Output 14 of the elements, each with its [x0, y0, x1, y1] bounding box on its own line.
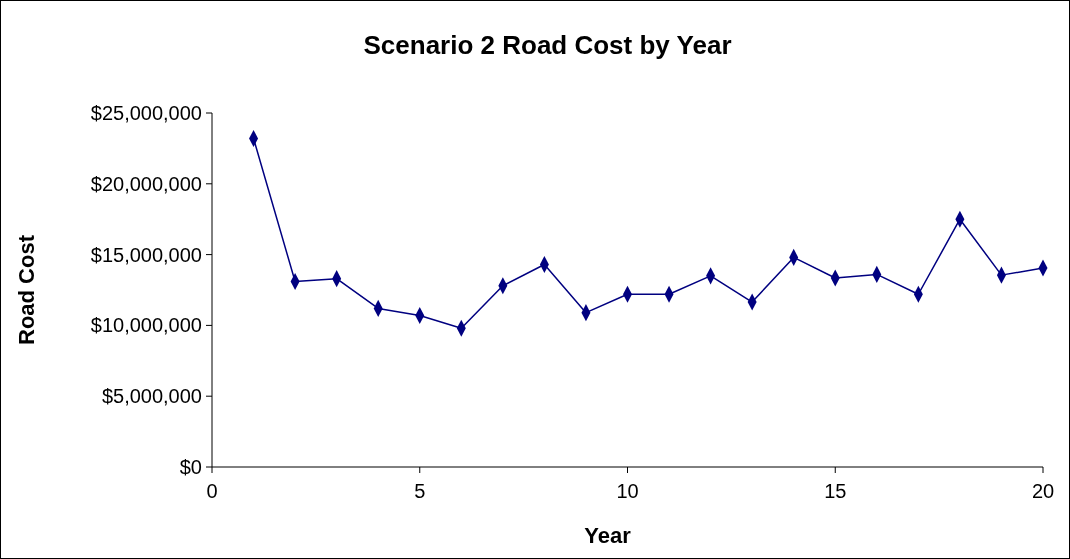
- x-tick-label: 0: [206, 480, 218, 502]
- x-tick-label: 15: [824, 480, 847, 502]
- x-tick-label: 20: [1031, 480, 1055, 502]
- y-tick-label: $15,000,000: [90, 243, 202, 266]
- y-tick-label: $0: [179, 456, 202, 478]
- x-axis-title: Year: [584, 523, 632, 548]
- x-tick-label: 10: [616, 480, 639, 502]
- y-tick-label: $25,000,000: [90, 102, 202, 124]
- x-tick-label: 5: [414, 480, 426, 502]
- chart-title: Scenario 2 Road Cost by Year: [363, 30, 732, 60]
- y-axis-title: Road Cost: [14, 234, 39, 345]
- y-tick-label: $10,000,000: [90, 314, 202, 337]
- y-tick-label: $20,000,000: [90, 172, 202, 195]
- y-tick-label: $5,000,000: [101, 385, 202, 408]
